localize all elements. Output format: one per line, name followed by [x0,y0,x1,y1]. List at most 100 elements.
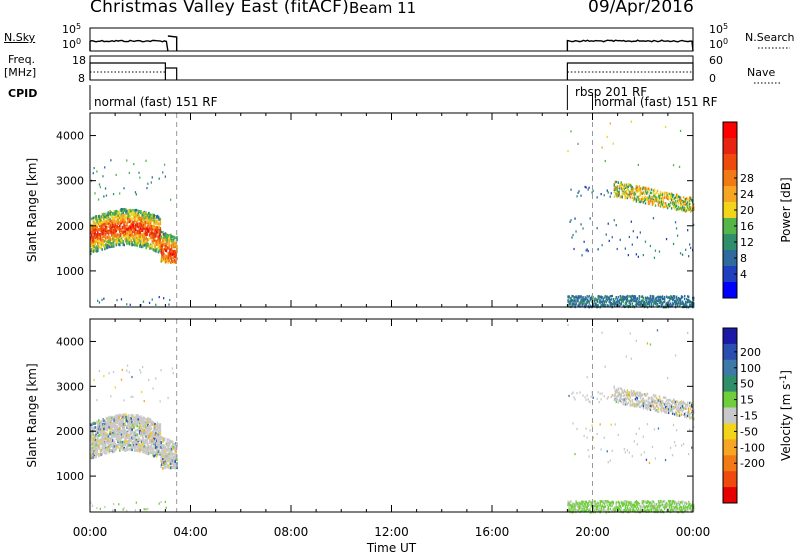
data-cell [110,449,112,453]
data-cell [573,297,575,300]
data-cell [630,193,633,196]
data-cell [571,505,573,508]
data-cell [106,425,109,428]
data-cell [124,226,126,230]
data-cell [684,200,686,204]
noise-tick-exp: 0 [723,37,728,46]
data-cell [690,304,692,307]
data-cell [671,298,674,302]
data-cell [112,422,114,426]
data-cell [611,294,613,298]
data-cell [153,219,155,223]
data-cell [107,239,110,243]
data-cell [130,212,133,215]
data-cell [628,398,631,401]
data-cell [126,436,128,440]
data-cell [585,398,587,402]
data-cell [123,416,125,420]
noise-tick-left: 105 [62,22,81,36]
data-cell [158,225,161,228]
data-cell [103,240,105,243]
data-cell [118,212,120,215]
data-cell [623,399,626,403]
data-cell [125,415,127,419]
data-cell [140,234,142,237]
data-cell [659,191,662,194]
data-cell [90,456,93,460]
data-cell [110,223,112,227]
data-cell [679,204,682,207]
data-cell [640,295,643,299]
data-cell [690,197,692,201]
data-cell [623,502,626,506]
data-cell [132,395,134,398]
data-cell [633,299,636,303]
data-cell [97,222,100,226]
data-cell [133,426,135,429]
data-cell [160,500,162,504]
data-cell [124,221,126,224]
data-cell [104,238,107,241]
data-cell [665,195,668,198]
nave-label: Nave [747,66,776,79]
data-cell [124,424,126,427]
data-cell [119,243,121,247]
data-cell [132,208,134,212]
data-cell [137,418,140,421]
data-cell [162,463,164,467]
data-cell [113,415,116,419]
data-cell [648,301,651,304]
data-cell [175,465,177,469]
data-cell [671,302,674,305]
data-cell [95,433,97,437]
data-cell [90,431,92,434]
data-cell [110,425,112,429]
data-cell [567,304,569,307]
data-cell [102,440,104,444]
data-cell [579,506,581,510]
data-cell [175,240,177,243]
data-cell [684,297,686,301]
data-cell [659,202,662,205]
data-cell [111,215,113,219]
data-cell [137,414,140,417]
data-cell [613,508,615,511]
data-cell [613,195,615,198]
data-cell [592,304,594,307]
data-cell [133,234,135,237]
data-cell [572,506,574,509]
data-cell [652,200,655,203]
data-cell [126,445,129,449]
data-cell [128,427,131,430]
data-cell [170,252,173,256]
data-cell [146,419,148,423]
data-cell [685,203,687,206]
data-cell [636,195,639,198]
data-cell [119,421,121,425]
data-cell [143,443,146,447]
data-cell [690,300,692,303]
data-cell [620,296,622,299]
data-cell [124,448,126,451]
data-cell [146,432,148,436]
data-cell [120,446,123,449]
data-cell [90,228,92,231]
data-cell [168,254,170,258]
data-cell [155,250,157,253]
data-cell [656,299,659,302]
data-cell [173,459,176,462]
data-cell [125,236,127,239]
data-cell [129,448,132,451]
data-cell [143,238,146,241]
data-cell [101,227,103,230]
data-cell [134,223,137,227]
data-cell [134,420,137,424]
data-cell [140,210,142,213]
data-cell [590,501,592,504]
data-cell [99,216,102,219]
data-cell [109,225,111,229]
data-cell [145,212,147,215]
data-cell [131,440,133,444]
data-cell [594,504,596,507]
data-cell [97,439,100,443]
